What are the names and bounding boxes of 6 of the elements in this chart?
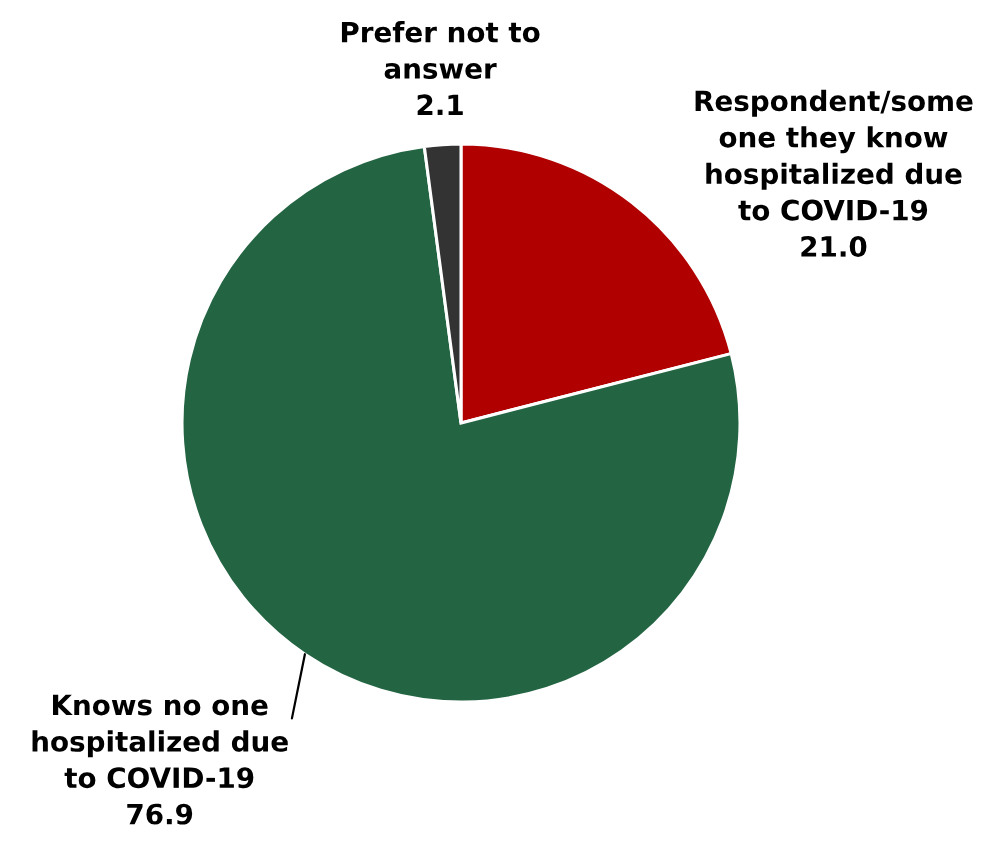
slice-label: Prefer not to answer: [341, 21, 540, 79]
data-label: 2.1: [417, 94, 463, 115]
slice-label: Knows no one hospitalized due to COVID-19: [32, 694, 288, 789]
slice-label: Respondent/some one they know hospitalized due to COVID-19: [695, 89, 973, 221]
data-label: 21.0: [801, 236, 867, 258]
data-label: 76.9: [127, 803, 193, 825]
